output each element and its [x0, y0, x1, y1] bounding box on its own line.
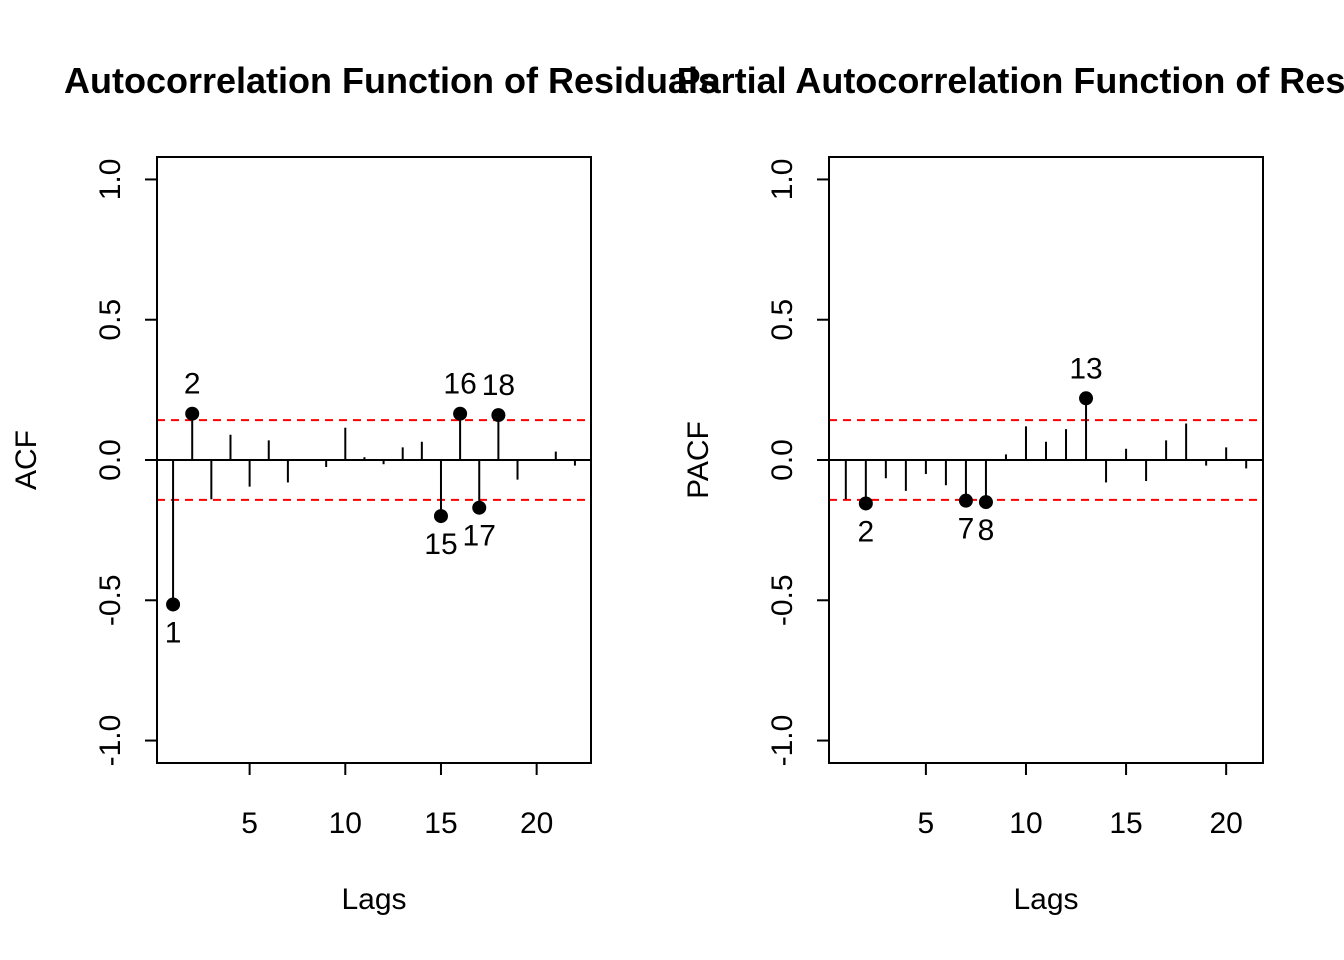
pacf-y-tick-label: 1.0 — [766, 159, 799, 201]
acf-point-label-lag-2: 2 — [184, 368, 201, 401]
acf-point-lag-2 — [185, 406, 200, 421]
pacf-title: Partial Autocorrelation Function of Resi… — [677, 60, 1344, 101]
acf-y-axis-label: ACF — [10, 430, 43, 490]
pacf-x-tick-label: 5 — [918, 807, 935, 840]
acf-x-tick-label: 10 — [329, 807, 362, 840]
acf-panel: Autocorrelation Function of Residuals La… — [10, 60, 718, 916]
acf-y-tick-label: 0.5 — [94, 299, 127, 341]
acf-point-label-lag-15: 15 — [424, 528, 457, 561]
pacf-y-tick-label: -1.0 — [766, 715, 799, 767]
acf-plot-frame — [156, 156, 592, 764]
acf-point-lag-17 — [472, 500, 487, 515]
pacf-x-axis-label: Lags — [1013, 883, 1078, 916]
acf-x-axis-label: Lags — [341, 883, 406, 916]
pacf-y-tick-label: 0.5 — [766, 299, 799, 341]
acf-y-tick-label: 0.0 — [94, 439, 127, 481]
pacf-x-tick-label: 10 — [1009, 807, 1042, 840]
acf-point-lag-1 — [166, 597, 181, 612]
acf-marks: -1.0 -0.5 0.0 0.5 1.0 5 10 15 20 1 2 15 16 17 18 — [94, 159, 591, 840]
pacf-y-tick-label: -0.5 — [766, 574, 799, 626]
pacf-y-tick-label: 0.0 — [766, 439, 799, 481]
pacf-point-label-lag-2: 2 — [857, 515, 874, 548]
pacf-point-lag-7 — [958, 493, 973, 508]
acf-point-label-lag-1: 1 — [165, 616, 182, 649]
acf-point-label-lag-17: 17 — [463, 520, 496, 553]
pacf-marks: -1.0 -0.5 0.0 0.5 1.0 5 10 15 20 2 7 8 13 — [766, 159, 1263, 840]
pacf-x-tick-label: 15 — [1109, 807, 1142, 840]
pacf-x-tick-label: 20 — [1209, 807, 1242, 840]
acf-point-lag-15 — [433, 509, 448, 524]
acf-point-lag-18 — [491, 408, 506, 423]
pacf-point-label-lag-13: 13 — [1069, 352, 1102, 385]
pacf-point-label-lag-8: 8 — [978, 514, 995, 547]
acf-x-tick-label: 5 — [241, 807, 258, 840]
pacf-plot-frame — [828, 156, 1264, 764]
acf-y-tick-label: 1.0 — [94, 159, 127, 201]
acf-x-tick-label: 15 — [424, 807, 457, 840]
acf-point-label-lag-16: 16 — [443, 368, 476, 401]
pacf-point-label-lag-7: 7 — [958, 513, 975, 546]
pacf-y-axis-label: PACF — [682, 421, 715, 499]
acf-point-lag-16 — [453, 406, 468, 421]
acf-y-tick-label: -0.5 — [94, 574, 127, 626]
acf-title: Autocorrelation Function of Residuals — [64, 60, 718, 101]
acf-y-tick-label: -1.0 — [94, 715, 127, 767]
pacf-point-lag-8 — [978, 495, 993, 510]
pacf-point-lag-13 — [1079, 391, 1094, 406]
acf-x-tick-label: 20 — [520, 807, 553, 840]
pacf-panel: Partial Autocorrelation Function of Resi… — [677, 60, 1344, 916]
pacf-point-lag-2 — [858, 496, 873, 511]
acf-point-label-lag-18: 18 — [482, 369, 515, 402]
